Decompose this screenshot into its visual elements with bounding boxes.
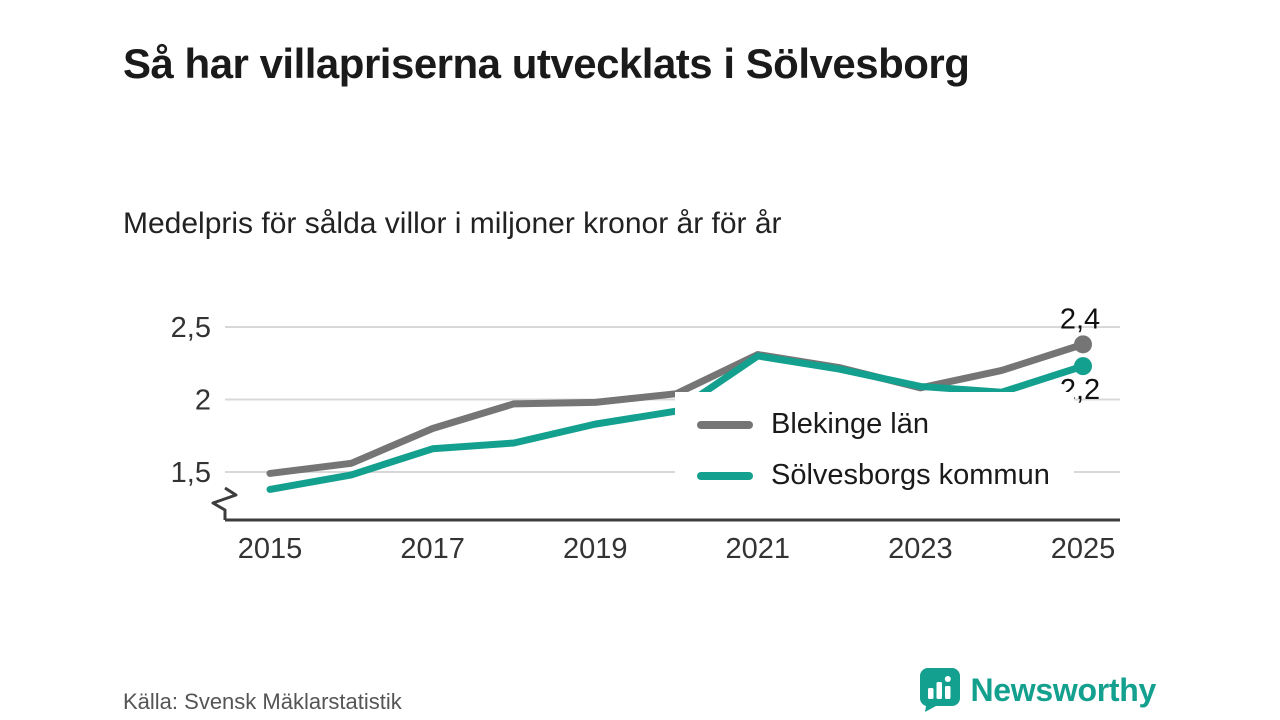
source-text: Källa: Svensk Mäklarstatistik: [123, 689, 402, 714]
price-line-chart: 1,5 2 2,5 2015 2017 2019 2021 2023 2025 2,4 2,2 Bl…: [123, 300, 1133, 590]
series-end-dot-0: [1074, 335, 1092, 354]
x-axis-tick-label: 2021: [726, 533, 791, 565]
x-axis-tick-label: 2023: [888, 533, 953, 565]
page-title: Så har villapriserna utvecklats i Sölves…: [123, 40, 970, 88]
series-end-value-0: 2,4: [1060, 303, 1100, 335]
axis-break-icon: [211, 486, 238, 520]
y-axis-tick-label: 2: [195, 384, 211, 416]
x-axis-tick-label: 2015: [238, 533, 303, 565]
legend-item-solvesborg: Sölvesborgs kommun: [697, 459, 1050, 492]
x-axis-tick-label: 2025: [1051, 533, 1116, 565]
series-end-dot-1: [1074, 357, 1092, 376]
legend-swatch-solvesborg: [697, 471, 753, 480]
legend-label-solvesborg: Sölvesborgs kommun: [771, 459, 1050, 491]
y-axis-tick-label: 2,5: [171, 312, 211, 344]
brand-name: Newsworthy: [970, 671, 1157, 708]
legend-label-blekinge: Blekinge län: [771, 408, 929, 440]
y-axis-tick-label: 1,5: [171, 457, 211, 489]
x-axis-tick-label: 2019: [563, 533, 628, 565]
chart-subtitle: Medelpris för sålda villor i miljoner kr…: [123, 207, 782, 240]
x-axis-tick-label: 2017: [400, 533, 465, 565]
newsworthy-logo-icon: [919, 668, 960, 712]
legend-swatch-blekinge: [697, 420, 753, 429]
legend-item-blekinge: Blekinge län: [697, 408, 1050, 441]
chart-legend: Blekinge län Sölvesborgs kommun: [675, 392, 1074, 508]
brand-logo: Newsworthy: [919, 667, 1157, 713]
